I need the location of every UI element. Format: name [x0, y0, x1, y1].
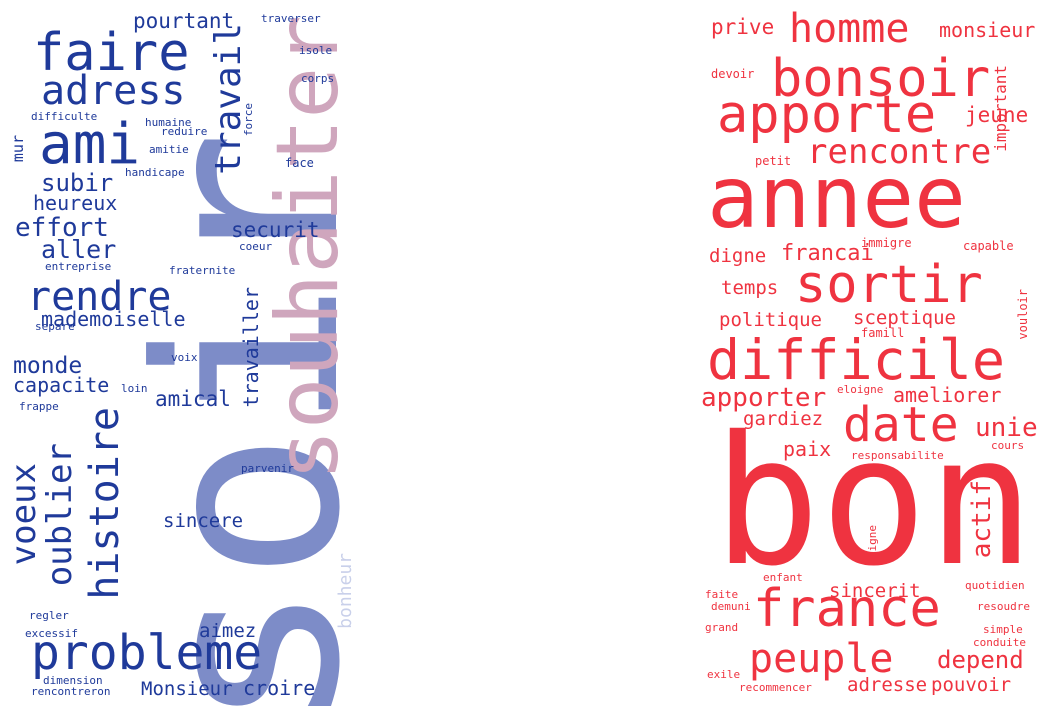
cloud-word: recommencer [739, 681, 812, 694]
cloud-word: devoir [711, 67, 755, 81]
cloud-word: coeur [239, 240, 273, 253]
cloud-word: capacite [13, 373, 110, 397]
cloud-word: travail [208, 23, 249, 175]
cloud-word: ami [39, 112, 141, 177]
cloud-word: annee [707, 148, 966, 248]
cloud-word: resoudre [977, 600, 1030, 613]
cloud-word: immigre [861, 236, 912, 250]
cloud-word: pouvoir [931, 674, 1012, 696]
cloud-word: travailler [239, 287, 263, 408]
cloud-word: bonheur [335, 553, 356, 629]
cloud-word: croire [243, 676, 316, 700]
cloud-word: sortir [795, 255, 983, 315]
cloud-word: aller [41, 235, 117, 264]
cloud-word: peuple [749, 636, 894, 682]
cloud-word: sceptique [853, 307, 956, 329]
cloud-word: reduire [161, 125, 208, 138]
cloud-word: prive [711, 15, 775, 39]
cloud-word: date [843, 397, 959, 453]
cloud-word: famill [861, 326, 905, 340]
cloud-word: quotidien [965, 579, 1025, 592]
cloud-word: probleme [31, 625, 263, 681]
cloud-word: oublier [40, 443, 80, 587]
cloud-word: parvenir [241, 462, 294, 475]
cloud-word: paix [783, 437, 832, 461]
cloud-word: amical [155, 387, 231, 411]
cloud-word: isole [299, 44, 333, 57]
cloud-word: mur [9, 135, 27, 163]
cloud-word: amitie [149, 143, 189, 156]
cloud-word: faite [705, 588, 739, 601]
cloud-word: traverser [261, 12, 321, 25]
cloud-word: sincerit [829, 580, 921, 602]
cloud-word: apporter [701, 383, 827, 413]
cloud-word: eloigne [837, 383, 884, 396]
cloud-word: entreprise [45, 260, 112, 273]
cloud-word: force [242, 103, 255, 137]
cloud-word: enfant [763, 571, 803, 584]
cloud-word: effort [15, 213, 109, 243]
word-cloud-left: soir souhaiter faire ami probleme travail adre… [3, 5, 365, 708]
cloud-word: conduite [973, 636, 1026, 649]
cloud-word: securit [231, 218, 320, 242]
cloud-word: responsabilite [851, 449, 944, 462]
cloud-word: unie [975, 413, 1038, 443]
cloud-word: bon [713, 398, 1035, 605]
cloud-word: homme [789, 6, 910, 52]
cloud-word: mademoiselle [41, 307, 186, 331]
cloud-word: monsieur [939, 18, 1036, 42]
cloud-word: bonsoir [771, 49, 991, 109]
cloud-word: rendre [27, 274, 172, 320]
cloud-word: sincere [163, 510, 244, 532]
cloud-word: capable [963, 239, 1014, 253]
cloud-word: rencontreron [31, 685, 111, 698]
cloud-word: loin [121, 382, 148, 395]
cloud-word: digne [709, 245, 767, 267]
cloud-word: ameliorer [893, 383, 1002, 407]
cloud-word: Monsieur [141, 678, 233, 700]
cloud-word: jeune [965, 103, 1029, 127]
cloud-word: depend [937, 646, 1024, 674]
word-cloud-right: bon annee difficile france bonsoir apporte sor… [697, 5, 1059, 708]
cloud-word: actif [967, 480, 997, 559]
cloud-word: vouloir [1016, 289, 1030, 340]
cloud-word: adress [41, 68, 186, 114]
cloud-word: aimez [199, 620, 257, 642]
cloud-word: heureux [33, 191, 118, 215]
cloud-word: voix [171, 351, 198, 364]
cloud-word: temps [721, 277, 779, 299]
cloud-word: monde [13, 353, 83, 379]
cloud-word: separe [35, 320, 75, 333]
cloud-word: adresse [847, 674, 928, 696]
cloud-word: frappe [19, 400, 59, 413]
cloud-word: face [285, 156, 314, 170]
cloud-word: corps [301, 72, 335, 85]
cloud-word: apporte [717, 85, 937, 145]
cloud-word: france [753, 579, 941, 639]
cloud-word: dimension [43, 674, 103, 687]
cloud-word: handicape [125, 166, 185, 179]
cloud-word: humaine [145, 116, 192, 129]
cloud-word: signe [866, 525, 879, 559]
cloud-word: subir [41, 169, 114, 197]
cloud-word: demuni [711, 600, 751, 613]
cloud-word: francai [781, 241, 874, 266]
cloud-word: fraternite [169, 264, 236, 277]
cloud-word: difficulte [31, 110, 98, 123]
cloud-word: voeux [4, 463, 44, 566]
cloud-word: grand [705, 621, 739, 634]
cloud-word: excessif [25, 627, 78, 640]
cloud-word: petit [755, 154, 792, 168]
cloud-word: gardiez [743, 408, 824, 430]
cloud-word: cours [991, 439, 1025, 452]
cloud-word: pourtant [133, 9, 235, 33]
cloud-word: difficile [707, 328, 1006, 392]
cloud-word: exile [707, 668, 741, 681]
cloud-word: faire [33, 23, 190, 83]
cloud-word: histoire [82, 407, 128, 600]
cloud-word: politique [719, 309, 822, 331]
cloud-word: rencontre [807, 132, 992, 172]
cloud-word: simple [983, 623, 1023, 636]
cloud-word: regler [29, 609, 69, 622]
